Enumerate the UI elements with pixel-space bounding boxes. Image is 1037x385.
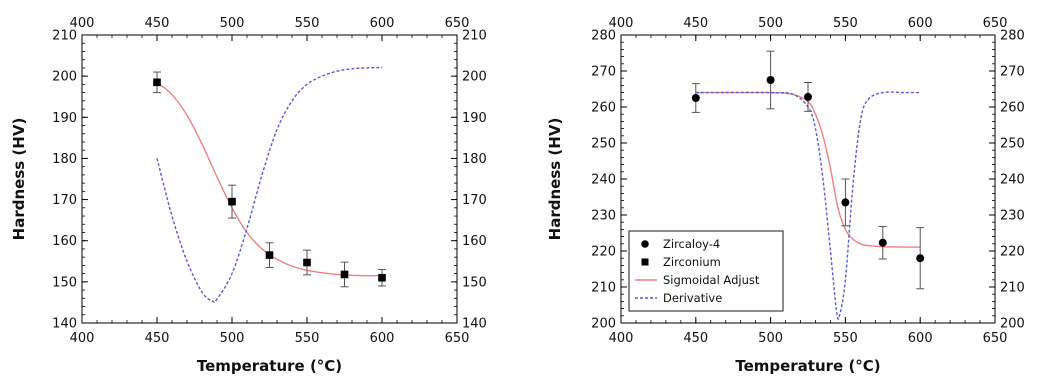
zircaloy-4-point bbox=[916, 254, 925, 263]
x-tick-label-bottom: 450 bbox=[145, 331, 170, 346]
x-tick-label-bottom: 450 bbox=[683, 331, 708, 346]
x-tick-label-top: 500 bbox=[758, 16, 783, 31]
y-tick-label-left: 200 bbox=[591, 317, 616, 332]
zircaloy-4-point bbox=[804, 92, 812, 101]
zirconium-point bbox=[265, 251, 274, 259]
legend-label: Sigmoidal Adjust bbox=[663, 273, 760, 287]
x-tick-label-bottom: 650 bbox=[445, 331, 470, 346]
y-tick-label-left: 170 bbox=[52, 193, 77, 208]
x-tick-label-top: 500 bbox=[220, 16, 245, 31]
zircaloy-4-point bbox=[766, 76, 775, 84]
x-tick-label-bottom: 600 bbox=[908, 331, 933, 346]
y-axis-title: Hardness (HV) bbox=[546, 118, 564, 241]
x-axis-title: Temperature (°C) bbox=[197, 357, 342, 375]
y-tick-label-left: 270 bbox=[591, 65, 616, 80]
y-tick-label-right: 200 bbox=[462, 70, 487, 85]
y-tick-label-right: 160 bbox=[462, 234, 487, 249]
legend-label: Zircaloy-4 bbox=[663, 237, 720, 251]
y-tick-label-right: 250 bbox=[1000, 137, 1025, 152]
y-tick-label-right: 180 bbox=[462, 152, 487, 167]
legend-label: Zirconium bbox=[663, 255, 721, 269]
derivative-curve bbox=[695, 91, 921, 320]
y-tick-label-right: 190 bbox=[462, 111, 487, 126]
y-tick-label-right: 230 bbox=[1000, 209, 1025, 224]
y-tick-label-left: 210 bbox=[52, 29, 77, 44]
zirconium-point bbox=[228, 197, 236, 206]
y-tick-label-right: 280 bbox=[1000, 29, 1025, 44]
y-tick-label-left: 280 bbox=[591, 29, 616, 44]
zirconium-point bbox=[153, 78, 161, 87]
x-tick-label-top: 550 bbox=[833, 16, 858, 31]
x-tick-label-bottom: 400 bbox=[70, 331, 95, 346]
y-tick-label-left: 210 bbox=[591, 281, 616, 296]
sigmoidal-adjust-curve bbox=[695, 91, 921, 248]
x-tick-label-top: 450 bbox=[145, 16, 170, 31]
x-tick-label-top: 600 bbox=[908, 16, 933, 31]
y-tick-label-left: 220 bbox=[591, 245, 616, 260]
y-tick-label-left: 160 bbox=[52, 234, 77, 249]
y-tick-label-left: 260 bbox=[591, 101, 616, 116]
y-tick-label-left: 240 bbox=[591, 173, 616, 188]
x-tick-label-top: 600 bbox=[370, 16, 395, 31]
y-tick-label-right: 140 bbox=[462, 317, 487, 332]
y-tick-label-right: 200 bbox=[1000, 317, 1025, 332]
x-tick-label-top: 450 bbox=[683, 16, 708, 31]
zircaloy-4-point bbox=[878, 238, 887, 247]
y-tick-label-left: 230 bbox=[591, 209, 616, 224]
y-tick-label-left: 250 bbox=[591, 137, 616, 152]
x-tick-label-bottom: 650 bbox=[983, 331, 1008, 346]
x-tick-label-bottom: 400 bbox=[609, 331, 634, 346]
zircaloy-4-point bbox=[691, 94, 700, 102]
y-tick-label-left: 200 bbox=[52, 70, 77, 85]
x-tick-label-top: 550 bbox=[295, 16, 320, 31]
zirconium-point bbox=[303, 258, 311, 267]
x-tick-label-top: 650 bbox=[445, 16, 470, 31]
y-tick-label-right: 270 bbox=[1000, 65, 1025, 80]
y-tick-label-left: 140 bbox=[52, 317, 77, 332]
x-tick-label-bottom: 550 bbox=[833, 331, 858, 346]
y-tick-label-left: 190 bbox=[52, 111, 77, 126]
x-tick-label-top: 650 bbox=[983, 16, 1008, 31]
legend-label: Derivative bbox=[663, 291, 722, 305]
legend-key-circle bbox=[641, 240, 649, 248]
y-tick-label-left: 150 bbox=[52, 275, 77, 290]
y-axis-title: Hardness (HV) bbox=[10, 118, 28, 241]
zirconium-point bbox=[340, 270, 349, 279]
y-tick-label-right: 210 bbox=[1000, 281, 1025, 296]
legend-box bbox=[628, 230, 784, 312]
x-tick-label-bottom: 500 bbox=[758, 331, 783, 346]
y-tick-label-right: 260 bbox=[1000, 101, 1025, 116]
zircaloy-4-point bbox=[841, 198, 850, 207]
y-tick-label-right: 220 bbox=[1000, 245, 1025, 260]
x-tick-label-top: 400 bbox=[609, 16, 634, 31]
y-tick-label-right: 240 bbox=[1000, 173, 1025, 188]
legend-key-square bbox=[641, 258, 649, 266]
x-tick-label-bottom: 500 bbox=[220, 331, 245, 346]
zirconium-point bbox=[378, 273, 386, 282]
legend: Zircaloy-4 Zirconium Sigmoidal Adjust Deriv… bbox=[628, 230, 784, 312]
y-tick-label-left: 180 bbox=[52, 152, 77, 167]
x-tick-label-bottom: 600 bbox=[370, 331, 395, 346]
y-tick-label-right: 170 bbox=[462, 193, 487, 208]
y-tick-label-right: 210 bbox=[462, 29, 487, 44]
x-tick-label-top: 400 bbox=[70, 16, 95, 31]
x-tick-label-bottom: 550 bbox=[295, 331, 320, 346]
y-tick-label-right: 150 bbox=[462, 275, 487, 290]
plot-frame bbox=[81, 34, 458, 324]
x-axis-title: Temperature (°C) bbox=[735, 357, 880, 375]
